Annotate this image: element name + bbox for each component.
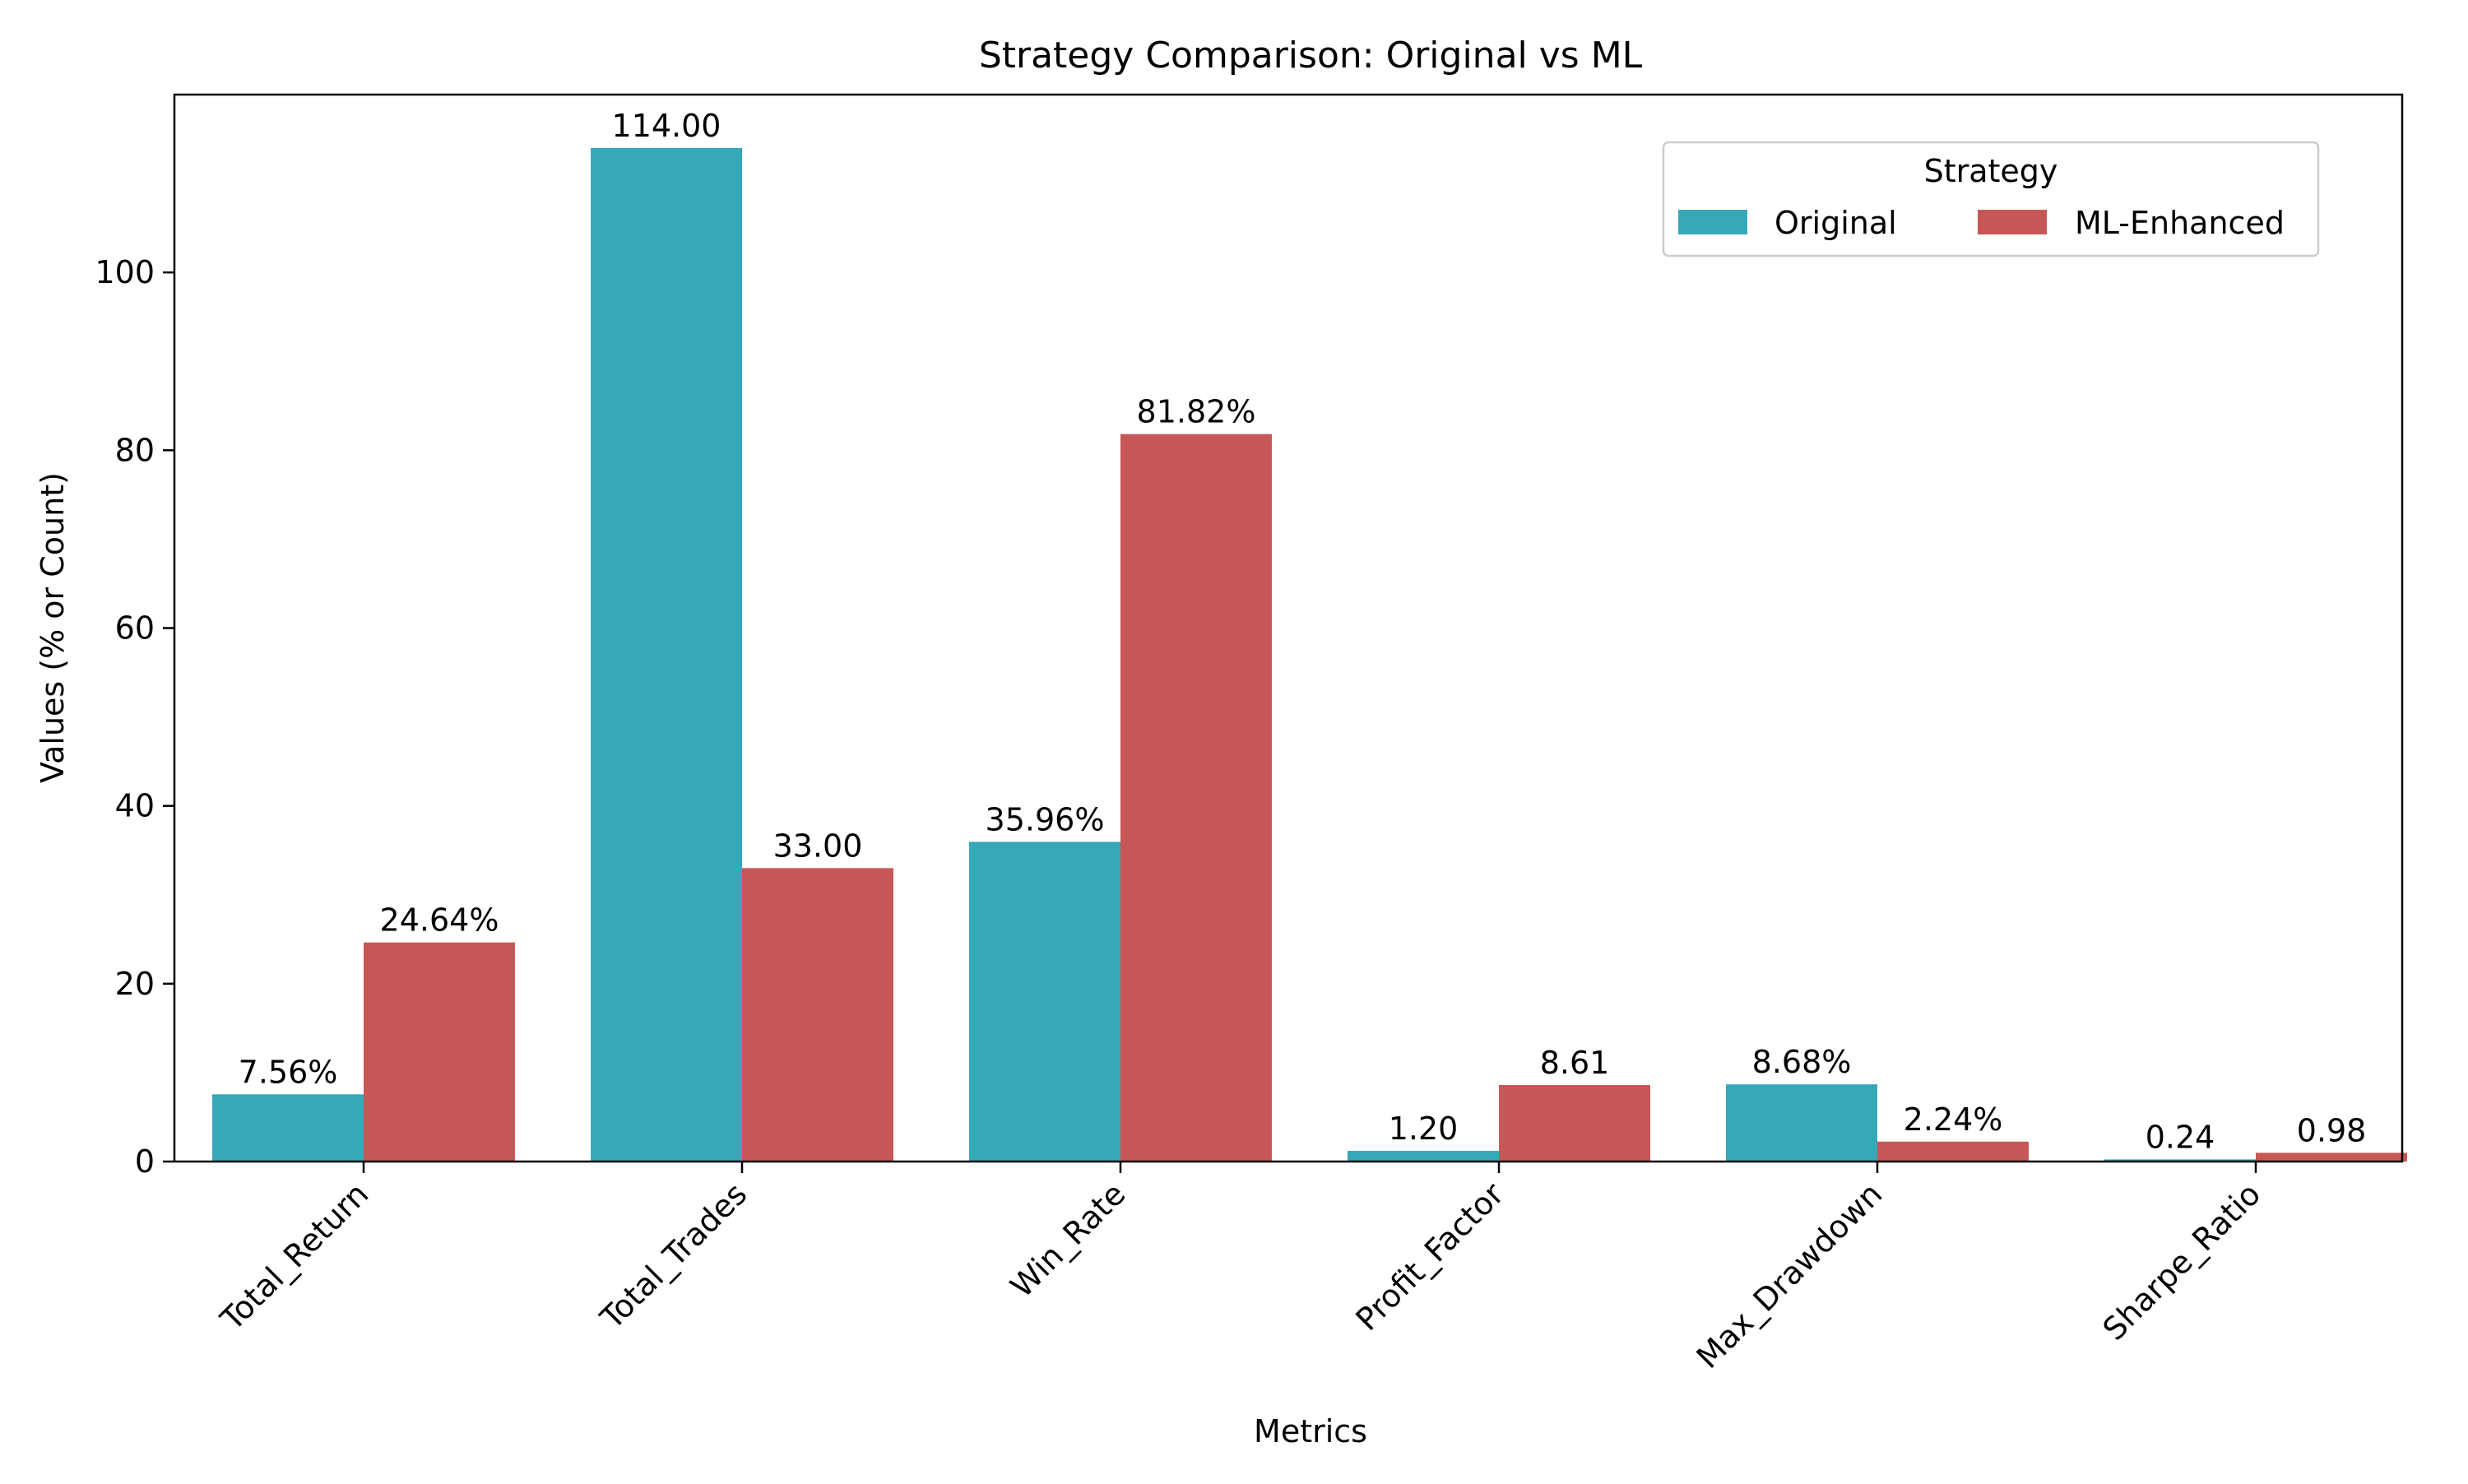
data-label: 35.96% [986, 801, 1105, 837]
bar-original-win-rate [969, 842, 1120, 1162]
y-tick-label: 60 [115, 610, 155, 647]
data-label: 1.20 [1389, 1111, 1459, 1147]
data-label: 81.82% [1137, 394, 1256, 430]
data-label: 33.00 [773, 828, 863, 864]
y-tick-label: 40 [115, 788, 155, 824]
data-label: 0.24 [2146, 1119, 2215, 1155]
data-label: 24.64% [380, 902, 499, 939]
data-label: 0.98 [2297, 1112, 2367, 1148]
data-label: 114.00 [612, 108, 721, 144]
legend-label-ml-enhanced: ML-Enhanced [2075, 205, 2285, 241]
legend-swatch-original [1678, 210, 1747, 234]
data-label: 7.56% [239, 1054, 338, 1090]
x-axis-label: Metrics [1254, 1413, 1367, 1449]
legend-box [1662, 141, 2320, 257]
bar-original-profit-factor [1348, 1151, 1499, 1162]
legend-title: Strategy [1924, 153, 2058, 189]
y-tick-label: 100 [95, 254, 155, 290]
bar-ml-enhanced-sharpe-ratio [2256, 1152, 2407, 1162]
bar-original-max-drawdown [1726, 1084, 1877, 1162]
data-label: 8.61 [1540, 1045, 1610, 1081]
chart-title: Strategy Comparison: Original vs ML [979, 35, 1643, 77]
bar-original-total-trades [591, 147, 742, 1162]
y-axis-label: Values (% or Count) [35, 472, 71, 783]
y-tick-label: 80 [115, 432, 155, 468]
bars-layer [212, 147, 2407, 1162]
bar-ml-enhanced-profit-factor [1499, 1084, 1650, 1162]
y-axis: 0 20 40 60 80 100 [95, 254, 174, 1180]
bar-ml-enhanced-total-trades [742, 868, 893, 1162]
bar-labels-layer: 7.56% 114.00 35.96% 1.20 8.68% 0.24 24.64% 33.0… [239, 108, 2367, 1156]
y-tick-label: 20 [115, 966, 155, 1002]
legend: Strategy Original ML-Enhanced [1662, 141, 2320, 257]
bar-original-total-return [212, 1094, 364, 1162]
data-label: 8.68% [1752, 1044, 1852, 1080]
data-label: 2.24% [1904, 1101, 2003, 1138]
y-tick-label: 0 [135, 1143, 155, 1180]
bar-original-sharpe-ratio [2104, 1159, 2256, 1162]
legend-label-original: Original [1774, 205, 1897, 241]
bar-ml-enhanced-win-rate [1120, 434, 1272, 1162]
bar-ml-enhanced-max-drawdown [1877, 1141, 2029, 1162]
bar-ml-enhanced-total-return [364, 942, 515, 1162]
legend-swatch-ml-enhanced [1978, 210, 2047, 234]
